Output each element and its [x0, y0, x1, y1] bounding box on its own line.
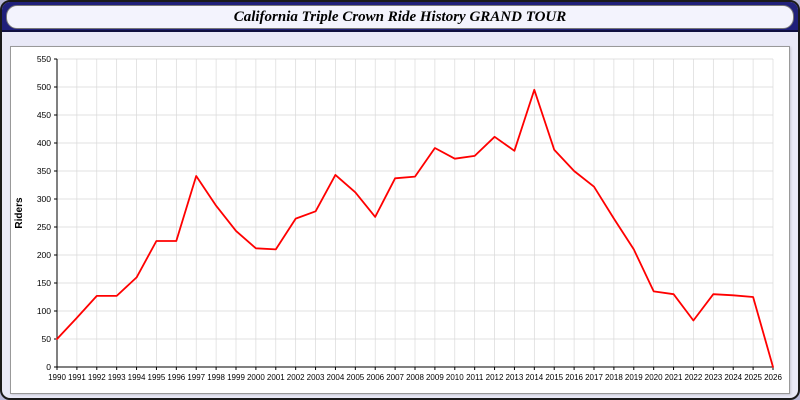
y-tick-label: 250 [37, 222, 51, 232]
y-tick-label: 150 [37, 278, 51, 288]
x-tick-label: 2007 [386, 373, 404, 382]
y-tick-label: 100 [37, 306, 51, 316]
x-tick-label: 2009 [426, 373, 444, 382]
x-tick-label: 2002 [287, 373, 305, 382]
x-tick-label: 1998 [207, 373, 225, 382]
x-tick-label: 2023 [704, 373, 722, 382]
x-tick-label: 2026 [764, 373, 782, 382]
x-tick-label: 2020 [645, 373, 663, 382]
x-tick-label: 2010 [446, 373, 464, 382]
y-tick-label: 200 [37, 250, 51, 260]
grid [56, 58, 774, 368]
x-tick-label: 1996 [167, 373, 185, 382]
x-tick-label: 1995 [148, 373, 166, 382]
x-tick-label: 2022 [685, 373, 703, 382]
x-tick-label: 2006 [366, 373, 384, 382]
x-tick-label: 2008 [406, 373, 424, 382]
y-tick-label: 400 [37, 138, 51, 148]
y-tick-label: 550 [37, 54, 51, 64]
x-tick-label: 1991 [68, 373, 86, 382]
x-tick-label: 2016 [565, 373, 583, 382]
x-tick-label: 2011 [466, 373, 484, 382]
x-tick-label: 2001 [267, 373, 285, 382]
y-tick-label: 500 [37, 82, 51, 92]
x-tick-label: 1999 [227, 373, 245, 382]
y-axis-title: Riders [14, 197, 25, 229]
x-tick-label: 2005 [346, 373, 364, 382]
x-tick-label: 1990 [48, 373, 66, 382]
x-tick-label: 2025 [744, 373, 762, 382]
axes [54, 58, 774, 370]
x-tick-label: 2003 [307, 373, 325, 382]
x-tick-label: 1993 [108, 373, 126, 382]
x-tick-label: 2000 [247, 373, 265, 382]
y-tick-label: 0 [46, 362, 51, 372]
x-tick-label: 1997 [187, 373, 205, 382]
x-tick-label: 2018 [605, 373, 623, 382]
x-tick-label: 2024 [724, 373, 742, 382]
x-tick-label: 2017 [585, 373, 603, 382]
x-tick-label: 2021 [665, 373, 683, 382]
y-tick-labels: 0 50 100 150 200 250 300 350 400 450 500 550 [37, 54, 51, 372]
x-tick-labels: 1990 1991 1992 1993 1994 1995 1996 1997 1998 1999… [48, 373, 782, 382]
x-tick-label: 1994 [128, 373, 146, 382]
x-tick-label: 2014 [525, 373, 543, 382]
x-tick-label: 1992 [88, 373, 106, 382]
x-tick-label: 2013 [506, 373, 524, 382]
chart-panel: 0 50 100 150 200 250 300 350 400 450 500 550 1990 199… [10, 46, 790, 394]
x-tick-label: 2012 [486, 373, 504, 382]
x-tick-label: 2004 [327, 373, 345, 382]
y-tick-label: 450 [37, 110, 51, 120]
y-tick-label: 350 [37, 166, 51, 176]
y-tick-label: 50 [42, 334, 52, 344]
x-tick-label: 2015 [545, 373, 563, 382]
y-tick-label: 300 [37, 194, 51, 204]
data-series-line [56, 88, 774, 368]
chart-title: California Triple Crown Ride History GRA… [6, 5, 794, 29]
x-tick-label: 2019 [625, 373, 643, 382]
title-bar: California Triple Crown Ride History GRA… [2, 2, 798, 32]
